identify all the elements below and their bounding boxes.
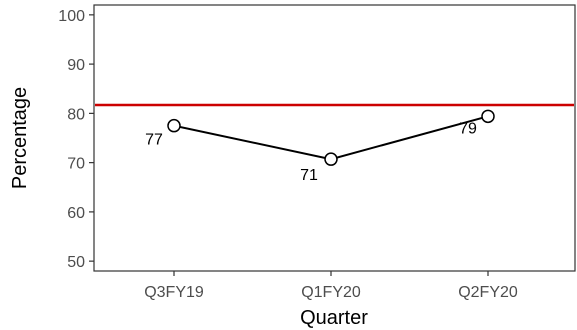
data-labels: 77 71 79 [145,120,477,184]
y-axis-title: Percentage [9,87,31,189]
y-tick-label: 80 [67,106,85,123]
y-tick-label: 50 [67,254,85,271]
data-label: 71 [300,167,318,184]
x-axis-title: Quarter [300,307,368,329]
x-axis: Q3FY19 Q1FY20 Q2FY20 [144,271,518,301]
x-tick-label: Q1FY20 [301,284,361,301]
data-label: 79 [459,120,477,137]
y-tick-label: 70 [67,156,85,173]
data-point [324,152,338,166]
y-tick-label: 100 [58,8,85,25]
x-tick-label: Q2FY20 [458,284,518,301]
data-point [167,118,181,133]
data-points [167,109,495,166]
y-tick-label: 60 [67,205,85,222]
y-tick-label: 90 [67,57,85,74]
x-tick-label: Q3FY19 [144,284,204,301]
plot-panel [93,4,576,272]
y-axis: 50 60 70 80 90 100 [58,8,94,271]
data-point [481,109,495,124]
data-label: 77 [145,132,163,149]
